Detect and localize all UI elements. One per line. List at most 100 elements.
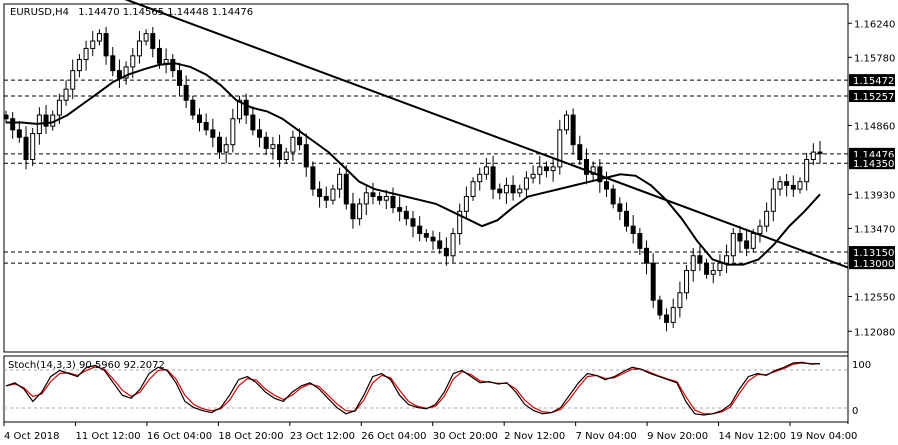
candle-body: [83, 47, 89, 61]
candle-body: [343, 173, 349, 205]
price-tag-label: 1.13150: [853, 248, 894, 259]
candle-body: [390, 196, 396, 209]
candle-body: [810, 151, 816, 160]
price-tick-label: 1.14860: [854, 121, 895, 132]
candle-body: [370, 192, 376, 198]
stoch-title: Stoch(14,3,3) 90.5960 92.2072: [8, 360, 165, 371]
time-tick-label: 26 Oct 04:00: [361, 431, 426, 442]
price-tick-label: 1.13470: [854, 224, 895, 235]
candle-body: [583, 158, 589, 175]
price-tag-label: 1.14476: [853, 150, 894, 161]
price-tag: [849, 157, 895, 170]
main-plot-frame: [3, 3, 849, 353]
candle-body: [176, 70, 182, 86]
candle-body: [744, 240, 750, 249]
candle-body: [397, 207, 403, 212]
price-axis: 1.16240 1.15780 1.14860 1.13930 1.13470 1.125…: [847, 4, 895, 424]
candle-body: [350, 203, 356, 220]
moving-average-line: [6, 62, 821, 266]
candle-body: [90, 40, 96, 49]
price-tag: [849, 246, 895, 259]
candle-body: [750, 233, 756, 249]
candle-body: [357, 203, 363, 220]
candle-body: [704, 262, 710, 275]
candle-body: [737, 233, 743, 242]
candle-body: [530, 173, 536, 179]
candle-body: [143, 33, 149, 42]
candle-body: [323, 196, 329, 201]
candle-body: [543, 166, 549, 172]
candle-body: [23, 136, 29, 160]
time-tick-label: 11 Oct 12:00: [75, 431, 140, 442]
candle-body: [190, 99, 196, 116]
trendline: [124, 0, 849, 269]
price-tick-label: 1.16240: [854, 19, 895, 30]
stoch-tick-0: 0: [852, 406, 858, 417]
candle-body: [163, 59, 169, 64]
candle-body: [637, 233, 643, 249]
candle-body: [457, 210, 463, 235]
candle-body: [684, 270, 690, 294]
price-tick-label: 1.15780: [854, 53, 895, 64]
candle-body: [817, 151, 823, 155]
candle-body: [16, 129, 22, 138]
price-tag: [849, 74, 895, 87]
candle-body: [277, 144, 283, 160]
candle-body: [257, 129, 263, 138]
candle-body: [130, 55, 136, 68]
candle-body: [670, 307, 676, 323]
candle-body: [330, 188, 336, 201]
price-tag-label: 1.15257: [853, 92, 894, 103]
candle-body: [183, 84, 189, 101]
price-tag: [849, 90, 895, 103]
candle-body: [310, 166, 316, 190]
candle-body: [403, 210, 409, 220]
candle-body: [557, 129, 563, 168]
candle-body: [690, 255, 696, 272]
candle-body: [217, 136, 223, 153]
candle-body: [103, 33, 109, 57]
time-tick-label: 19 Nov 04:00: [790, 431, 857, 442]
chart-title: EURUSD,H4 1.14470 1.14565 1.14448 1.1447…: [10, 7, 253, 18]
candle-body: [563, 114, 569, 131]
candle-body: [96, 33, 102, 42]
candle-body: [590, 166, 596, 175]
candle-body: [570, 114, 576, 146]
price-tag-label: 1.15472: [853, 76, 894, 87]
stochastic-frame: [3, 355, 849, 423]
time-tick-label: 18 Oct 20:00: [218, 431, 283, 442]
candle-body: [790, 184, 796, 190]
time-tick-label: 9 Nov 20:00: [647, 431, 708, 442]
price-tag: [849, 257, 895, 270]
candle-body: [764, 210, 770, 227]
time-tick-label: 16 Oct 04:00: [147, 431, 212, 442]
price-tag-label: 1.13000: [853, 259, 894, 270]
time-tick-label: 4 Oct 2018: [4, 431, 59, 442]
candle-body: [410, 218, 416, 227]
candle-body: [730, 233, 736, 257]
candle-body: [650, 262, 656, 301]
candle-body: [503, 184, 509, 194]
candle-body: [603, 181, 609, 190]
candle-body: [710, 270, 716, 275]
candle-body: [657, 299, 663, 316]
candle-body: [150, 33, 156, 49]
candle-body: [417, 225, 423, 235]
candle-body: [250, 114, 256, 131]
candle-body: [290, 136, 296, 153]
candle-body: [610, 188, 616, 205]
candle-body: [30, 133, 36, 160]
candle-body: [430, 236, 436, 242]
candle-body: [624, 210, 630, 227]
candle-body: [3, 114, 9, 120]
candle-body: [110, 55, 116, 72]
stoch-main-line: [5, 361, 821, 416]
candle-body: [196, 114, 202, 123]
stoch-signal-line: [5, 362, 820, 415]
candle-body: [677, 292, 683, 309]
candle-body: [804, 158, 810, 183]
candle-body: [223, 144, 229, 153]
candle-body: [450, 233, 456, 257]
candle-body: [123, 66, 129, 79]
